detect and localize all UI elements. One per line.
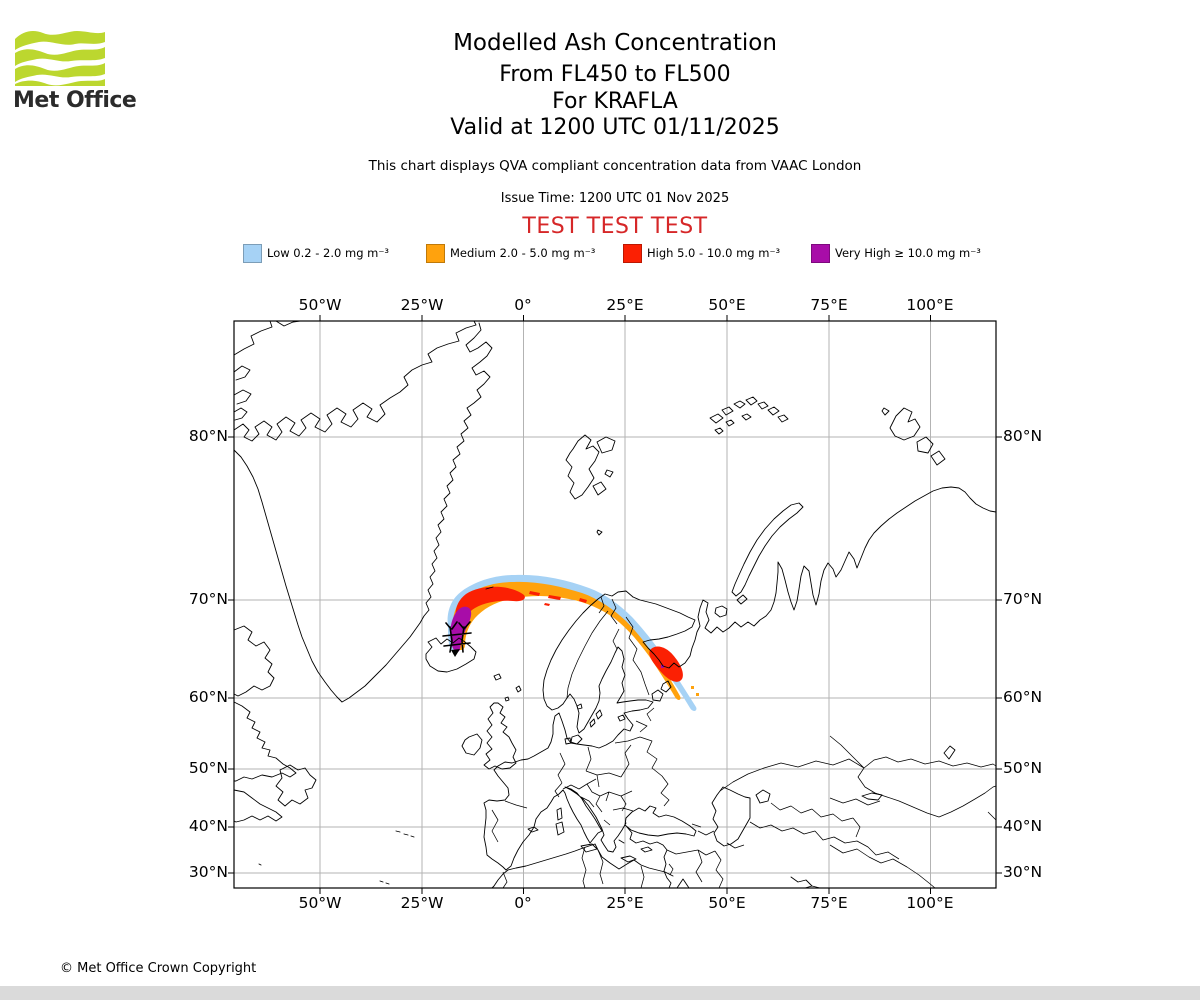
legend-swatch-very-high bbox=[811, 244, 830, 263]
coast-nova-scotia bbox=[233, 789, 283, 823]
volcano-subtitle: For KRAFLA bbox=[552, 89, 678, 114]
coast-great-britain bbox=[483, 702, 517, 770]
map-canvas bbox=[228, 315, 1002, 894]
map-frame bbox=[233, 320, 997, 889]
ash-high-streak bbox=[529, 591, 540, 596]
coast-franz-josef-land bbox=[709, 396, 789, 435]
coast-med-islands bbox=[527, 807, 653, 863]
top-axis-label-50e: 50°E bbox=[708, 296, 746, 314]
coast-ireland bbox=[461, 733, 483, 756]
met-office-logo-text: Met Office bbox=[13, 88, 137, 113]
volcano-marker bbox=[442, 621, 472, 657]
coast-svalbard bbox=[565, 434, 616, 536]
coast-kolguyev bbox=[714, 605, 728, 618]
left-axis-label-40n: 40°N bbox=[188, 817, 228, 835]
legend-label-high: High 5.0 - 10.0 mg m⁻³ bbox=[647, 246, 781, 260]
ash-high-streak bbox=[548, 595, 561, 600]
lakes bbox=[576, 680, 956, 801]
axis-ticks bbox=[228, 315, 1002, 894]
coast-atlantic-islands bbox=[258, 830, 415, 885]
bottom-axis-label-25e: 25°E bbox=[606, 894, 644, 912]
left-axis-label-60n: 60°N bbox=[188, 688, 228, 706]
legend-swatch-low bbox=[243, 244, 262, 263]
legend-label-low: Low 0.2 - 2.0 mg m⁻³ bbox=[267, 246, 390, 260]
qva-note: This chart displays QVA compliant concen… bbox=[368, 158, 862, 174]
legend-swatch-medium bbox=[426, 244, 445, 263]
right-axis-label-70n: 70°N bbox=[1003, 590, 1043, 608]
coast-labrador bbox=[233, 701, 297, 782]
coast-red-sea bbox=[676, 878, 690, 889]
coast-iceland bbox=[425, 637, 477, 673]
bottom-axis-label-50e: 50°E bbox=[708, 894, 746, 912]
bottom-axis-label-100e: 100°E bbox=[906, 894, 954, 912]
ash-plume bbox=[447, 574, 699, 711]
coast-novaya-zemlya bbox=[731, 502, 804, 605]
coast-turkey-levant bbox=[626, 826, 672, 889]
met-office-logo bbox=[15, 31, 105, 86]
bottom-axis-label-0: 0° bbox=[514, 894, 532, 912]
valid-time-subtitle: Valid at 1200 UTC 01/11/2025 bbox=[450, 115, 780, 140]
flight-level-subtitle: From FL450 to FL500 bbox=[499, 62, 731, 87]
coast-black-sea bbox=[624, 805, 697, 837]
copyright-notice: © Met Office Crown Copyright bbox=[60, 961, 257, 976]
coastlines bbox=[233, 320, 997, 889]
right-axis-label-40n: 40°N bbox=[1003, 817, 1043, 835]
right-axis-label-30n: 30°N bbox=[1003, 863, 1043, 881]
page-title: Modelled Ash Concentration bbox=[453, 30, 777, 56]
coast-jan-mayen bbox=[485, 586, 494, 590]
graticule bbox=[234, 321, 996, 888]
test-banner: TEST TEST TEST bbox=[522, 214, 708, 239]
ash-high-streak bbox=[579, 598, 587, 603]
coast-newfoundland bbox=[275, 764, 317, 807]
left-axis-label-50n: 50°N bbox=[188, 759, 228, 777]
issue-time: Issue Time: 1200 UTC 01 Nov 2025 bbox=[500, 191, 730, 206]
bottom-axis-label-50w: 50°W bbox=[298, 894, 342, 912]
coast-severnaya-zemlya bbox=[881, 407, 946, 466]
window-bottom-bar bbox=[0, 986, 1200, 1000]
top-axis-label-75e: 75°E bbox=[810, 296, 848, 314]
ash-very-high-speck bbox=[661, 665, 664, 668]
left-axis-label-30n: 30°N bbox=[188, 863, 228, 881]
legend-label-very-high: Very High ≥ 10.0 mg m⁻³ bbox=[835, 246, 981, 260]
coast-faroe-islands bbox=[493, 673, 522, 702]
top-axis-label-25e: 25°E bbox=[606, 296, 644, 314]
ash-contour-high-east bbox=[649, 646, 683, 682]
coast-persian-gulf bbox=[790, 876, 821, 889]
coast-greenland bbox=[233, 320, 493, 703]
legend-label-medium: Medium 2.0 - 5.0 mg m⁻³ bbox=[450, 246, 596, 260]
ash-medium-speck bbox=[691, 686, 694, 689]
coast-aral-sea bbox=[755, 789, 771, 804]
coast-denmark-islands bbox=[564, 734, 583, 745]
country-borders bbox=[491, 596, 997, 889]
bottom-axis-label-75e: 75°E bbox=[810, 894, 848, 912]
coast-russian-arctic bbox=[632, 486, 997, 669]
legend-swatch-high bbox=[623, 244, 642, 263]
ash-high-streak bbox=[544, 603, 550, 606]
top-axis-label-50w: 50°W bbox=[298, 296, 342, 314]
left-axis-label-70n: 70°N bbox=[188, 590, 228, 608]
top-axis-label-0: 0° bbox=[514, 296, 532, 314]
coast-caspian-sea bbox=[711, 786, 751, 847]
coast-north-africa bbox=[491, 843, 674, 889]
coast-scandinavia-europe bbox=[483, 590, 654, 871]
ash-medium-speck bbox=[696, 693, 699, 696]
coast-baltic-islands bbox=[589, 709, 626, 728]
right-axis-label-50n: 50°N bbox=[1003, 759, 1043, 777]
top-axis-label-100e: 100°E bbox=[906, 296, 954, 314]
left-axis-label-80n: 80°N bbox=[188, 427, 228, 445]
bottom-axis-label-25w: 25°W bbox=[400, 894, 444, 912]
ash-contour-high-west bbox=[455, 586, 525, 628]
top-axis-label-25w: 25°W bbox=[400, 296, 444, 314]
right-axis-label-60n: 60°N bbox=[1003, 688, 1043, 706]
coast-baffin-island bbox=[233, 625, 275, 697]
ash-contour-low bbox=[447, 574, 697, 711]
coast-canadian-arctic bbox=[233, 320, 301, 421]
right-axis-label-80n: 80°N bbox=[1003, 427, 1043, 445]
